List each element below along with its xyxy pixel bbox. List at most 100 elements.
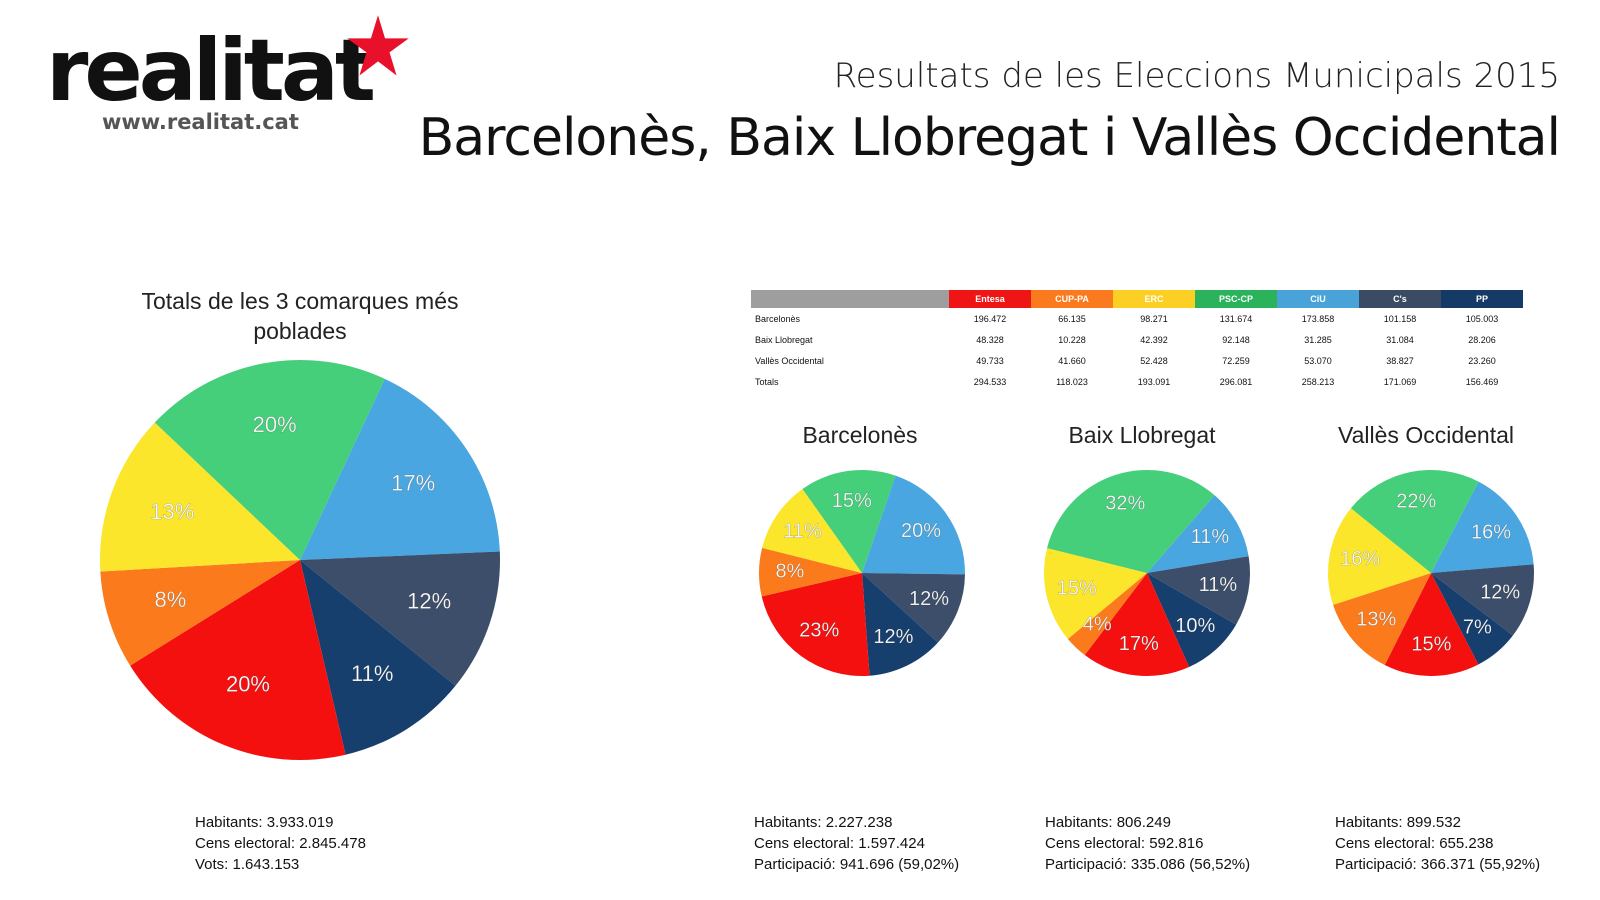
valles-occidental-chart-title: Vallès Occidental <box>1338 422 1514 448</box>
pie-slice-ciu <box>1147 495 1249 573</box>
table-row-label: Barcelonès <box>755 313 801 324</box>
pie-slice-cup-pa <box>100 560 300 666</box>
stat-line: Habitants: 899.532 <box>1335 814 1461 831</box>
table-cell: 156.469 <box>1465 376 1499 387</box>
pie-label-pp: 11% <box>351 661 393 686</box>
stat-line: Cens electoral: 1.597.424 <box>754 835 925 852</box>
pie-slice-ciu <box>1431 481 1534 573</box>
pie-slice-cup-pa <box>1067 573 1147 656</box>
pie-label-pp: 12% <box>873 626 913 648</box>
table-cell: 173.858 <box>1301 313 1335 324</box>
table-row-label: Vallès Occidental <box>755 355 824 366</box>
pie-totals-de-les-3-comarques-m-s-poblades: 17% 12% 11% 20% 8% 13% 20% <box>100 360 500 760</box>
pie-slice-c-s <box>300 551 500 686</box>
pie-vall-s-occidental: 16% 12% 7% 15% 13% 16% 22% <box>1328 469 1535 676</box>
stat-line: Habitants: 3.933.019 <box>195 814 334 831</box>
pie-baix-llobregat: 11% 11% 10% 17% 4% 15% 32% <box>1044 469 1250 676</box>
pie-slice-pp <box>862 573 938 676</box>
pie-label-pp: 7% <box>1463 617 1492 639</box>
pie-slice-ciu <box>300 378 500 560</box>
pie-slice-c-s <box>1147 556 1250 625</box>
table-cell: 193.091 <box>1137 376 1171 387</box>
table-header-party: CUP-PA <box>1031 290 1113 308</box>
pie-label-entesa: 23% <box>799 619 839 641</box>
logo-url: www.realitat.cat <box>102 110 299 134</box>
stat-line: Participació: 366.371 (55,92%) <box>1335 856 1541 873</box>
pie-slice-entesa <box>761 573 870 676</box>
table-cell: 53.070 <box>1304 355 1332 366</box>
stat-line: Cens electoral: 2.845.478 <box>195 835 366 852</box>
table-cell: 196.472 <box>973 313 1007 324</box>
stat-line: Habitants: 2.227.238 <box>754 814 893 831</box>
pie-slice-psc-cp <box>1350 469 1479 573</box>
star-icon <box>347 15 409 76</box>
pie-label-c-s: 12% <box>1480 581 1520 603</box>
stat-line: Cens electoral: 655.238 <box>1335 835 1494 852</box>
table-cell: 101.158 <box>1383 313 1417 324</box>
logo-text: realitat <box>46 21 376 121</box>
table-cell: 23.260 <box>1468 355 1496 366</box>
pie-slice-pp <box>300 560 456 755</box>
pie-label-psc-cp: 22% <box>1396 491 1436 513</box>
table-header-blank <box>751 290 949 308</box>
pie-label-entesa: 20% <box>226 671 270 696</box>
table-cell: 31.084 <box>1386 334 1414 345</box>
pie-slice-entesa <box>1384 573 1479 676</box>
stat-line: Cens electoral: 592.816 <box>1045 835 1204 852</box>
table-cell: 66.135 <box>1058 313 1086 324</box>
table-cell: 49.733 <box>976 355 1004 366</box>
pie-label-pp: 10% <box>1175 615 1215 637</box>
pie-slice-psc-cp <box>802 469 896 573</box>
barcelones-chart-title: Barcelonès <box>802 422 918 448</box>
table-cell: 48.328 <box>976 334 1004 345</box>
table-row: Totals 294.533 118.023 193.091 296.081 2… <box>751 371 1523 392</box>
table-cell: 41.660 <box>1058 355 1086 366</box>
pie-slice-erc <box>1328 508 1431 605</box>
table-cell: 131.674 <box>1219 313 1253 324</box>
logo: realitat www.realitat.cat <box>46 15 426 138</box>
pie-label-erc: 11% <box>783 521 822 543</box>
pie-label-erc: 15% <box>1057 577 1097 599</box>
stat-line: Vots: 1.643.153 <box>195 856 300 873</box>
pie-slice-erc <box>762 488 862 573</box>
pie-label-c-s: 11% <box>1199 574 1238 596</box>
stat-line: Participació: 941.696 (59,02%) <box>754 856 960 873</box>
pie-label-erc: 16% <box>1340 548 1380 570</box>
pie-label-cup-pa: 8% <box>154 587 186 612</box>
baix-llobregat-chart-title: Baix Llobregat <box>1068 422 1216 448</box>
table-header-party: C's <box>1359 290 1441 308</box>
results-table: Entesa CUP-PA ERC PSC-CP CiU C's PP Barc… <box>751 290 1523 392</box>
pie-label-ciu: 11% <box>1191 526 1230 548</box>
table-row: Baix Llobregat 48.328 10.228 42.392 92.1… <box>751 329 1523 350</box>
barcelones-stats: Habitants: 2.227.238 Cens electoral: 1.5… <box>754 812 959 875</box>
pie-label-ciu: 17% <box>391 470 435 495</box>
table-cell: 10.228 <box>1058 334 1086 345</box>
pie-label-c-s: 12% <box>407 588 451 613</box>
baix-llobregat-stats: Habitants: 806.249 Cens electoral: 592.8… <box>1045 812 1250 875</box>
table-cell: 98.271 <box>1140 313 1168 324</box>
table-row-label: Baix Llobregat <box>755 334 813 345</box>
table-cell: 296.081 <box>1219 376 1253 387</box>
page-subtitle: Resultats de les Eleccions Municipals 20… <box>833 56 1560 96</box>
pie-slice-c-s <box>1431 564 1535 636</box>
table-cell: 118.023 <box>1056 376 1088 387</box>
pie-label-erc: 13% <box>150 499 194 524</box>
pie-slice-erc <box>1044 548 1147 639</box>
table-cell: 52.428 <box>1140 355 1168 366</box>
pie-label-cup-pa: 4% <box>1083 613 1112 635</box>
pie-label-ciu: 20% <box>901 520 941 542</box>
table-row: Barcelonès 196.472 66.135 98.271 131.674… <box>751 308 1523 329</box>
pie-label-ciu: 16% <box>1471 521 1511 543</box>
pie-slice-ciu <box>862 475 965 575</box>
pie-slice-erc <box>100 422 300 572</box>
pie-slice-cup-pa <box>1333 573 1431 666</box>
table-header-party: ERC <box>1113 290 1195 308</box>
page-title: Barcelonès, Baix Llobregat i Vallès Occi… <box>418 108 1561 168</box>
pie-slice-entesa <box>1084 573 1190 676</box>
table-cell: 294.533 <box>973 376 1007 387</box>
stat-line: Participació: 335.086 (56,52%) <box>1045 856 1251 873</box>
pie-barcelon-s: 20% 12% 12% 23% 8% 11% 15% <box>759 469 965 676</box>
table-header-party: CiU <box>1277 290 1359 308</box>
stat-line: Habitants: 806.249 <box>1045 814 1171 831</box>
